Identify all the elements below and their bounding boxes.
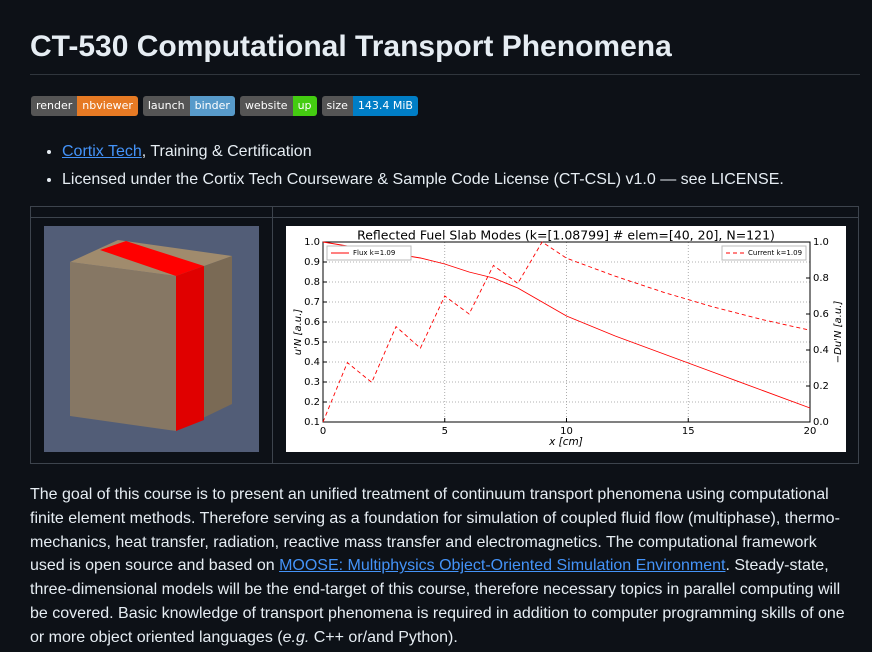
geometry-image	[44, 226, 259, 452]
y-tick-label: 0.2	[304, 397, 320, 408]
y-tick-label: 0.6	[304, 317, 320, 328]
x-tick-label: 15	[682, 426, 695, 437]
bullet-text: , Training & Certification	[141, 143, 312, 160]
badge-label: launch	[142, 96, 190, 116]
y2-tick-label: 1.0	[813, 237, 829, 248]
y2-tick-label: 0.0	[813, 417, 829, 428]
legend-label: Current k=1.09	[748, 249, 802, 257]
badges: render nbviewer launch binder website up size 1…	[31, 96, 418, 116]
description: The goal of this course is to present an…	[30, 483, 852, 650]
page-title: CT-530 Computational Transport Phenomena	[30, 30, 860, 75]
y-tick-label: 0.4	[304, 357, 320, 368]
y-tick-label: 1.0	[304, 237, 320, 248]
badge[interactable]: website up	[239, 96, 317, 116]
y-tick-label: 0.8	[304, 277, 320, 288]
badge-label: website	[239, 96, 293, 116]
badge-value: up	[292, 96, 317, 116]
red-band-top	[100, 241, 204, 276]
y2-tick-label: 0.8	[813, 273, 829, 284]
badge-label: size	[321, 96, 353, 116]
link[interactable]: MOOSE: Multiphysics Object-Oriented Simu…	[279, 557, 726, 575]
bullet: Licensed under the Cortix Tech Coursewar…	[62, 166, 784, 194]
y2-tick-label: 0.6	[813, 309, 829, 320]
bullet-text: Licensed under the Cortix Tech Coursewar…	[62, 171, 784, 188]
badge-value: nbviewer	[77, 96, 138, 116]
text: The goal of this course is to present an…	[30, 486, 840, 575]
bullet: Cortix Tech, Training & Certification	[62, 138, 784, 166]
x-tick-label: 10	[560, 426, 573, 437]
table-divider	[272, 207, 273, 463]
y-tick-label: 0.3	[304, 377, 320, 388]
legend-box	[721, 245, 807, 261]
badge[interactable]: size 143.4 MiB	[321, 96, 418, 116]
emphasis: e.g.	[282, 628, 310, 646]
badge-label: render	[31, 96, 78, 116]
x-axis-label: x [cm]	[548, 436, 583, 448]
x-tick-label: 0	[320, 426, 326, 437]
y-tick-label: 0.1	[304, 417, 320, 428]
badge-value: 143.4 MiB	[352, 96, 418, 116]
box-front	[70, 262, 176, 431]
y-axis-label: u'N [a.u.]	[293, 309, 304, 355]
legend-box	[326, 245, 412, 261]
bullet-list: Cortix Tech, Training & Certification Li…	[30, 138, 784, 194]
image-table	[30, 206, 859, 464]
line	[322, 241, 811, 423]
plot-frame	[322, 241, 811, 423]
badge[interactable]: render nbviewer	[31, 96, 138, 116]
red-band-side	[176, 266, 204, 431]
link[interactable]: Cortix Tech	[62, 143, 142, 160]
chart: Reflected Fuel Slab Modes (k=[1.08799] #…	[286, 226, 846, 452]
y-tick-label: 0.7	[304, 297, 320, 308]
badge[interactable]: launch binder	[142, 96, 235, 116]
y2-axis-label: −Du'N [a.u.]	[833, 301, 844, 364]
y-tick-label: 0.9	[304, 257, 320, 268]
badge-value: binder	[189, 96, 235, 116]
y2-tick-label: 0.2	[813, 381, 829, 392]
chart-title: Reflected Fuel Slab Modes (k=[1.08799] #…	[357, 228, 775, 243]
y-tick-label: 0.5	[304, 337, 320, 348]
x-tick-label: 5	[442, 426, 448, 437]
text: C++ or/and Python).	[309, 628, 458, 646]
text: . Steady-state, three-dimensional models…	[30, 557, 845, 646]
x-tick-label: 20	[804, 426, 817, 437]
legend-label: Flux k=1.09	[353, 249, 395, 257]
y2-tick-label: 0.4	[813, 345, 829, 356]
table-header-line	[31, 217, 858, 218]
